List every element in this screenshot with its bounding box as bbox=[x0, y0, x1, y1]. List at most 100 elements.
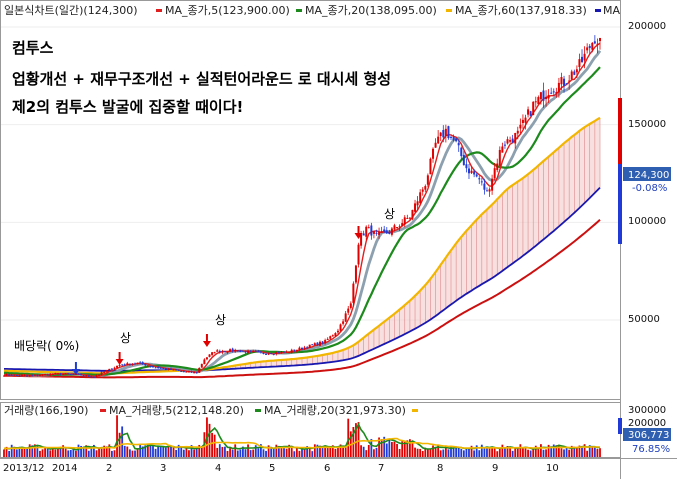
volume-bar bbox=[249, 450, 252, 457]
volume-bar bbox=[470, 445, 473, 457]
candle-body bbox=[164, 368, 167, 370]
candle-body bbox=[529, 111, 532, 116]
ma-long-line bbox=[3, 219, 601, 379]
volume-bar bbox=[80, 445, 82, 457]
volume-bar bbox=[514, 447, 517, 457]
volume-bar bbox=[244, 449, 247, 457]
candle-body bbox=[501, 146, 504, 153]
volume-bar bbox=[164, 447, 167, 457]
volume-bar bbox=[139, 444, 142, 457]
candle-body bbox=[283, 351, 286, 353]
volume-bar bbox=[367, 445, 370, 457]
candle-body bbox=[187, 371, 190, 373]
candle-body bbox=[421, 189, 424, 192]
volume-bar bbox=[154, 448, 157, 457]
volume-bar bbox=[5, 446, 8, 457]
volume-bar bbox=[224, 446, 226, 457]
volume-bar bbox=[462, 450, 465, 457]
candle-body bbox=[265, 353, 268, 355]
volume-bar bbox=[128, 449, 131, 457]
candle-body bbox=[336, 330, 339, 333]
candle-body bbox=[396, 227, 399, 229]
candle-body bbox=[146, 365, 149, 367]
candle-body bbox=[557, 82, 560, 93]
candle-body bbox=[87, 375, 90, 377]
candle-body bbox=[134, 363, 137, 365]
volume-bar bbox=[324, 446, 327, 457]
candle-body bbox=[503, 144, 506, 146]
volume-bar bbox=[200, 446, 203, 457]
volume-bar bbox=[272, 448, 275, 457]
candle-body bbox=[211, 352, 214, 355]
candle-body bbox=[308, 344, 311, 348]
dividend-arrow-head bbox=[71, 369, 80, 375]
candle-body bbox=[136, 362, 139, 364]
volume-bar bbox=[90, 446, 93, 457]
candle-body bbox=[218, 350, 221, 353]
candle-body bbox=[344, 313, 347, 322]
candle-body bbox=[177, 369, 180, 371]
volume-bar bbox=[347, 418, 350, 457]
volume-bar bbox=[439, 450, 442, 457]
candle-body bbox=[321, 341, 324, 344]
candle-body bbox=[347, 308, 350, 313]
x-label-oct: 10 bbox=[546, 463, 559, 474]
candle-body bbox=[426, 175, 429, 185]
candle-body bbox=[385, 230, 388, 234]
volume-bar bbox=[185, 448, 188, 457]
volume-bar bbox=[108, 444, 111, 457]
candle-body bbox=[38, 375, 41, 377]
candle-body bbox=[596, 43, 599, 45]
volume-bar bbox=[126, 446, 129, 457]
axis-marker-red bbox=[618, 98, 622, 164]
volume-bar bbox=[599, 448, 601, 457]
volume-bar bbox=[134, 450, 136, 457]
volume-bar bbox=[262, 449, 265, 457]
candle-body bbox=[277, 351, 280, 354]
volume-bar bbox=[64, 448, 67, 457]
volume-bar bbox=[98, 447, 100, 457]
volume-bar bbox=[498, 448, 501, 457]
volume-bar bbox=[385, 443, 388, 457]
last-price-change: -0.08% bbox=[632, 183, 667, 194]
volume-bar bbox=[552, 444, 555, 457]
candle-body bbox=[116, 365, 119, 368]
volume-bar bbox=[442, 449, 445, 457]
up-arrow-1-head bbox=[115, 359, 124, 365]
candle-body bbox=[205, 357, 208, 360]
volume-bar bbox=[352, 427, 355, 457]
candle-body bbox=[190, 371, 193, 373]
candle-body bbox=[457, 143, 460, 146]
candle-body bbox=[375, 232, 378, 234]
candle-body bbox=[293, 349, 296, 351]
volume-bar bbox=[8, 450, 11, 457]
volume-bar bbox=[67, 450, 70, 457]
candle-body bbox=[121, 364, 124, 366]
candle-body bbox=[419, 192, 422, 204]
candle-body bbox=[275, 352, 278, 354]
volume-bar bbox=[136, 448, 139, 457]
volume-bar bbox=[236, 450, 239, 457]
candle-body bbox=[15, 375, 18, 377]
volume-bar bbox=[391, 442, 393, 457]
volume-bar bbox=[208, 423, 211, 457]
candle-body bbox=[367, 227, 370, 229]
candle-body bbox=[393, 225, 396, 230]
volume-bar bbox=[144, 445, 147, 457]
candle-body bbox=[372, 231, 375, 234]
volume-bar bbox=[13, 446, 16, 457]
candle-body bbox=[23, 375, 26, 377]
volume-bar bbox=[388, 438, 391, 457]
price-tick-100000: 100000 bbox=[628, 216, 666, 227]
candle-body bbox=[90, 376, 93, 378]
volume-bar bbox=[28, 444, 31, 457]
volume-bar bbox=[116, 415, 118, 457]
volume-bar bbox=[319, 445, 321, 457]
volume-bar bbox=[308, 447, 311, 457]
volume-bar bbox=[283, 446, 285, 457]
candle-body bbox=[434, 142, 437, 148]
volume-bar bbox=[547, 444, 550, 457]
volume-bar bbox=[429, 448, 432, 457]
candle-body bbox=[231, 348, 234, 352]
x-label-2014: 2014 bbox=[52, 463, 77, 474]
